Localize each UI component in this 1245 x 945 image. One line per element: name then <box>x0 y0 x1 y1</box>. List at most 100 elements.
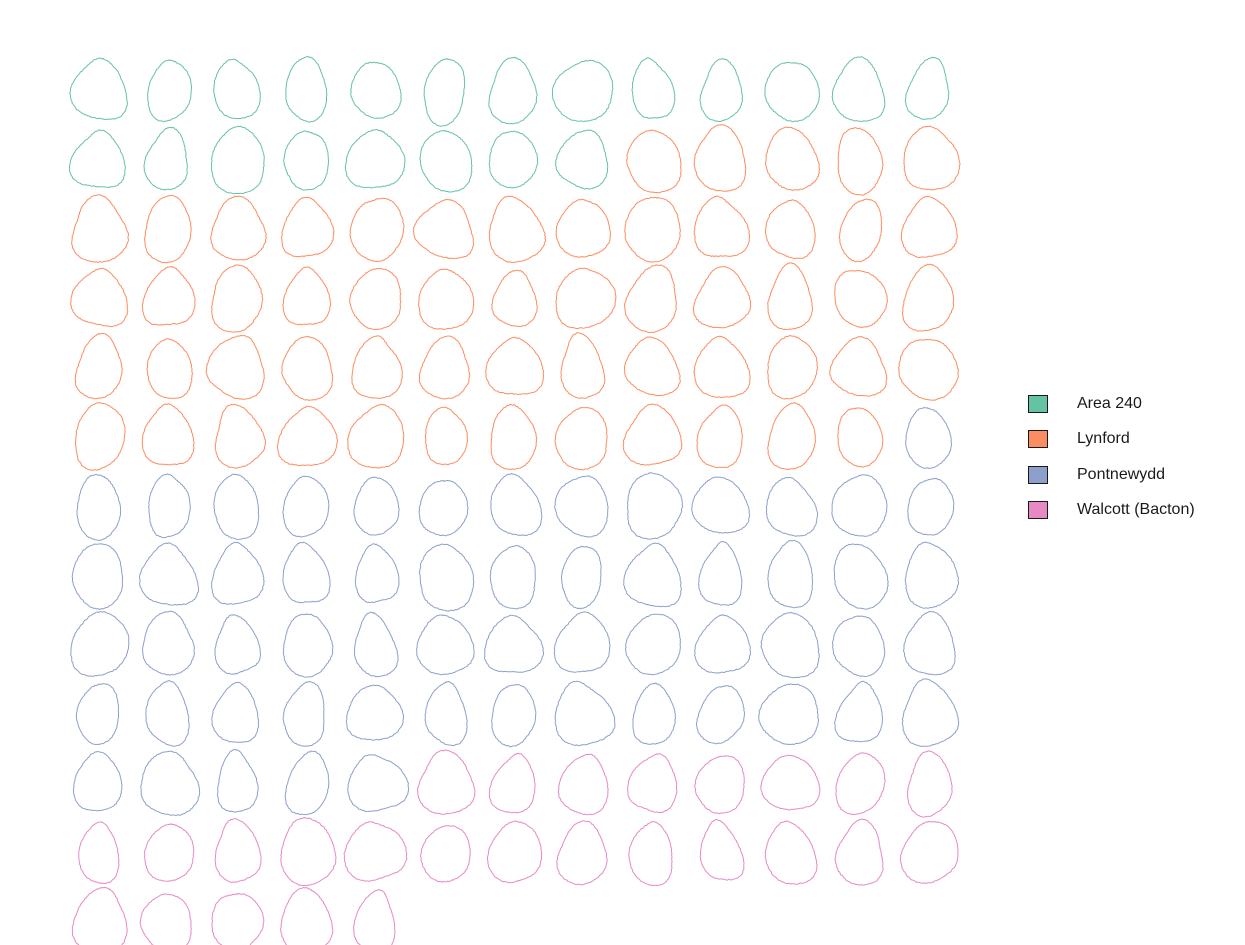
outline-lynford <box>490 403 538 470</box>
outline-lynford <box>898 338 960 401</box>
outline-area-240 <box>285 56 328 123</box>
outline-walcott-bacton <box>343 821 408 882</box>
outline-pontnewydd <box>905 406 953 469</box>
outline-pontnewydd <box>904 541 959 609</box>
outline-lynford <box>71 194 129 263</box>
outline-lynford <box>555 267 617 330</box>
outline-pontnewydd <box>211 681 260 743</box>
outline-walcott-bacton <box>214 818 262 883</box>
outline-pontnewydd <box>70 611 130 677</box>
outline-area-240 <box>147 59 193 123</box>
outline-area-240 <box>283 130 329 191</box>
outline-lynford <box>74 332 123 400</box>
outline-pontnewydd <box>214 614 262 675</box>
outline-area-240 <box>831 56 886 122</box>
outline-pontnewydd <box>418 479 469 537</box>
outline-pontnewydd <box>831 474 888 537</box>
outline-lynford <box>210 195 267 261</box>
outline-lynford <box>622 403 683 466</box>
outline-pontnewydd <box>211 541 265 605</box>
outline-pontnewydd <box>561 545 602 610</box>
outline-lynford <box>829 336 888 397</box>
outline-lynford <box>560 332 606 399</box>
outline-lynford <box>351 335 403 399</box>
outline-pontnewydd <box>698 541 743 606</box>
outline-walcott-bacton <box>694 755 745 815</box>
outline-lynford <box>281 335 334 401</box>
outline-pontnewydd <box>490 472 543 536</box>
outline-walcott-bacton <box>353 888 396 945</box>
legend-label-lynford: Lynford <box>1077 430 1130 448</box>
outline-area-240 <box>488 130 539 189</box>
outline-lynford <box>141 403 195 466</box>
outline-area-240 <box>904 56 950 120</box>
outline-pontnewydd <box>903 610 956 676</box>
outline-lynford <box>626 129 682 194</box>
outline-area-240 <box>69 129 126 189</box>
outline-lynford <box>141 265 196 326</box>
outline-walcott-bacton <box>211 893 265 945</box>
outline-pontnewydd <box>72 750 123 812</box>
legend-label-area-240: Area 240 <box>1077 394 1142 412</box>
outline-pontnewydd <box>623 542 682 608</box>
outline-walcott-bacton <box>834 818 884 886</box>
outline-area-240 <box>488 56 538 125</box>
outline-pontnewydd <box>138 542 200 606</box>
outline-lynford <box>624 196 681 263</box>
outline-walcott-bacton <box>280 886 334 945</box>
outline-lynford <box>276 405 338 466</box>
legend-label-pontnewydd: Pontnewydd <box>1077 465 1166 483</box>
outline-lynford <box>491 269 538 328</box>
outline-lynford <box>282 266 332 326</box>
outline-walcott-bacton <box>78 821 120 884</box>
outline-pontnewydd <box>554 475 609 538</box>
outline-lynford <box>624 336 681 397</box>
outline-area-240 <box>344 129 406 189</box>
outline-pontnewydd <box>833 543 889 610</box>
outline-area-240 <box>69 57 128 121</box>
outline-walcott-bacton <box>417 749 476 815</box>
outline-pontnewydd <box>347 754 410 813</box>
outline-pontnewydd <box>765 476 819 537</box>
outline-area-240 <box>764 61 820 123</box>
outline-pontnewydd <box>760 611 820 679</box>
outline-lynford <box>837 407 884 468</box>
outline-lynford <box>903 125 961 191</box>
outline-walcott-bacton <box>487 820 543 884</box>
outline-lynford <box>767 262 813 330</box>
outline-pontnewydd <box>554 680 616 747</box>
outline-pontnewydd <box>632 682 676 745</box>
outline-pontnewydd <box>691 476 751 534</box>
outline-walcott-bacton <box>557 753 609 816</box>
outline-lynford <box>349 197 405 262</box>
outline-lynford <box>767 335 819 400</box>
legend-swatch-area-240 <box>1028 394 1048 413</box>
outline-lynford <box>281 196 335 258</box>
outline-lynford <box>693 124 747 192</box>
outline-lynford <box>692 266 752 329</box>
outline-lynford <box>349 267 402 330</box>
outline-lynford <box>554 406 608 471</box>
outline-walcott-bacton <box>71 886 128 945</box>
outline-pontnewydd <box>345 684 404 741</box>
outline-lynford <box>74 402 126 471</box>
outline-pontnewydd <box>758 683 819 745</box>
outline-lynford <box>418 268 475 330</box>
outline-area-240 <box>143 126 188 191</box>
outline-lynford <box>413 198 474 260</box>
legend-item-area-240: Area 240 <box>1028 386 1195 422</box>
outline-pontnewydd <box>282 541 331 604</box>
outline-lynford <box>146 338 193 399</box>
outline-pontnewydd <box>71 543 124 610</box>
outline-pontnewydd <box>216 749 259 813</box>
legend-label-walcott-bacton: Walcott (Bacton) <box>1077 501 1195 519</box>
outline-lynford <box>624 264 677 334</box>
outline-area-240 <box>551 59 614 122</box>
outline-area-240 <box>213 58 261 120</box>
outline-lynford <box>764 199 816 259</box>
outline-pontnewydd <box>282 681 325 747</box>
legend-item-pontnewydd: Pontnewydd <box>1028 457 1195 493</box>
outline-lynford <box>347 403 405 469</box>
outline-pontnewydd <box>354 543 400 604</box>
